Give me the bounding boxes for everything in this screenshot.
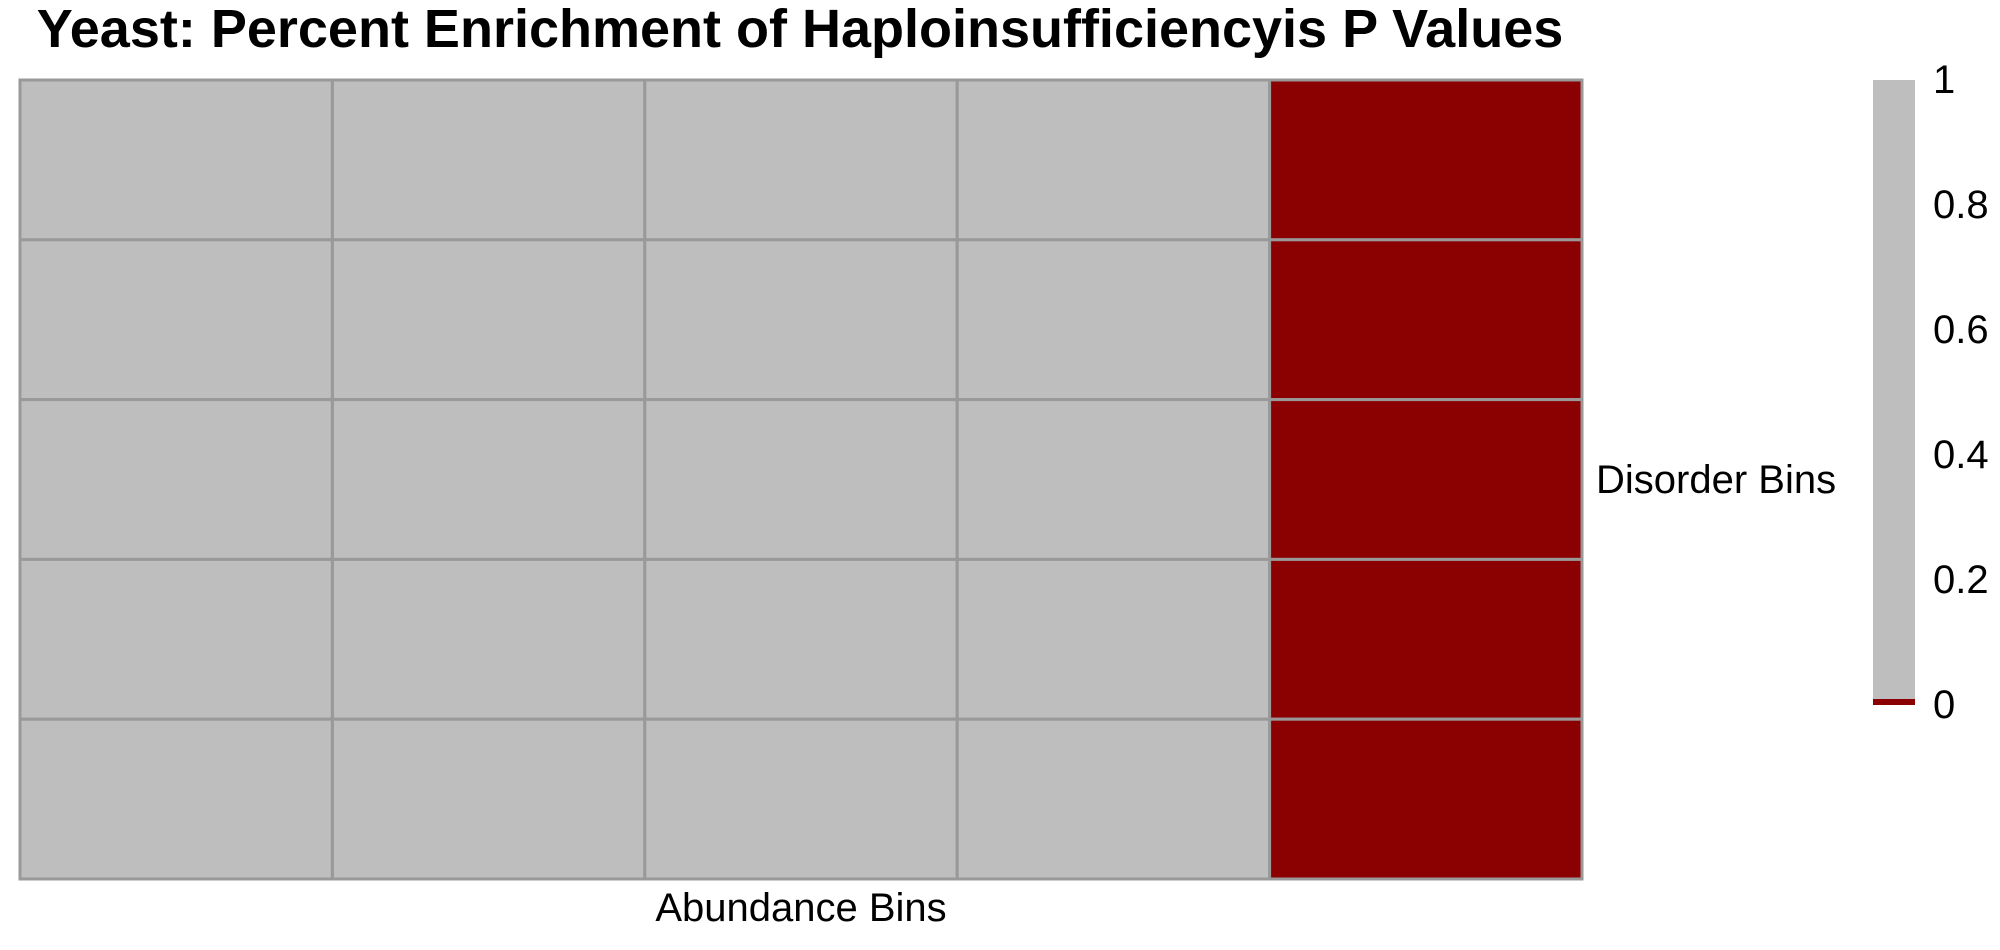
heatmap-cell [1268,398,1584,561]
colorbar-tick-label: 0.4 [1933,433,1989,477]
heatmap-cell [643,238,959,402]
colorbar-tick-label: 0 [1933,683,1955,727]
colorbar-bar [1873,80,1915,705]
colorbar-tick-label: 0.6 [1933,308,1989,352]
colorbar [1873,80,1915,705]
heatmap-cell [18,398,334,561]
heatmap-cell [18,557,334,721]
heatmap-cell [1268,717,1584,881]
x-axis-label: Abundance Bins [655,886,946,930]
heatmap-cell [330,557,647,721]
heatmap-cell [18,238,334,402]
heatmap-cell [955,78,1272,242]
heatmap-cells [18,78,1584,881]
heatmap-cell [1268,78,1584,242]
heatmap-cell [643,78,959,242]
heatmap-cell [330,78,647,242]
y-axis-label: Disorder Bins [1596,458,1836,502]
colorbar-low-segment [1873,699,1915,705]
heatmap-cell [330,398,647,561]
heatmap-cell [18,717,334,881]
heatmap-cell [643,717,959,881]
colorbar-ticks: 1 0.8 0.6 0.4 0.2 0 [1933,58,1989,727]
chart-title: Yeast: Percent Enrichment of Haploinsuff… [37,0,1564,59]
heatmap-cell [643,557,959,721]
colorbar-tick-label: 0.2 [1933,558,1989,602]
heatmap-cell [1268,557,1584,721]
heatmap-cell [330,238,647,402]
heatmap-cell [330,717,647,881]
heatmap-cell [18,78,334,242]
heatmap-cell [955,238,1272,402]
colorbar-tick-label: 0.8 [1933,183,1989,227]
colorbar-tick-label: 1 [1933,58,1955,102]
heatmap-cell [955,557,1272,721]
heatmap-cell [1268,238,1584,402]
heatmap-cell [955,717,1272,881]
heatmap-cell [955,398,1272,561]
heatmap-cell [643,398,959,561]
